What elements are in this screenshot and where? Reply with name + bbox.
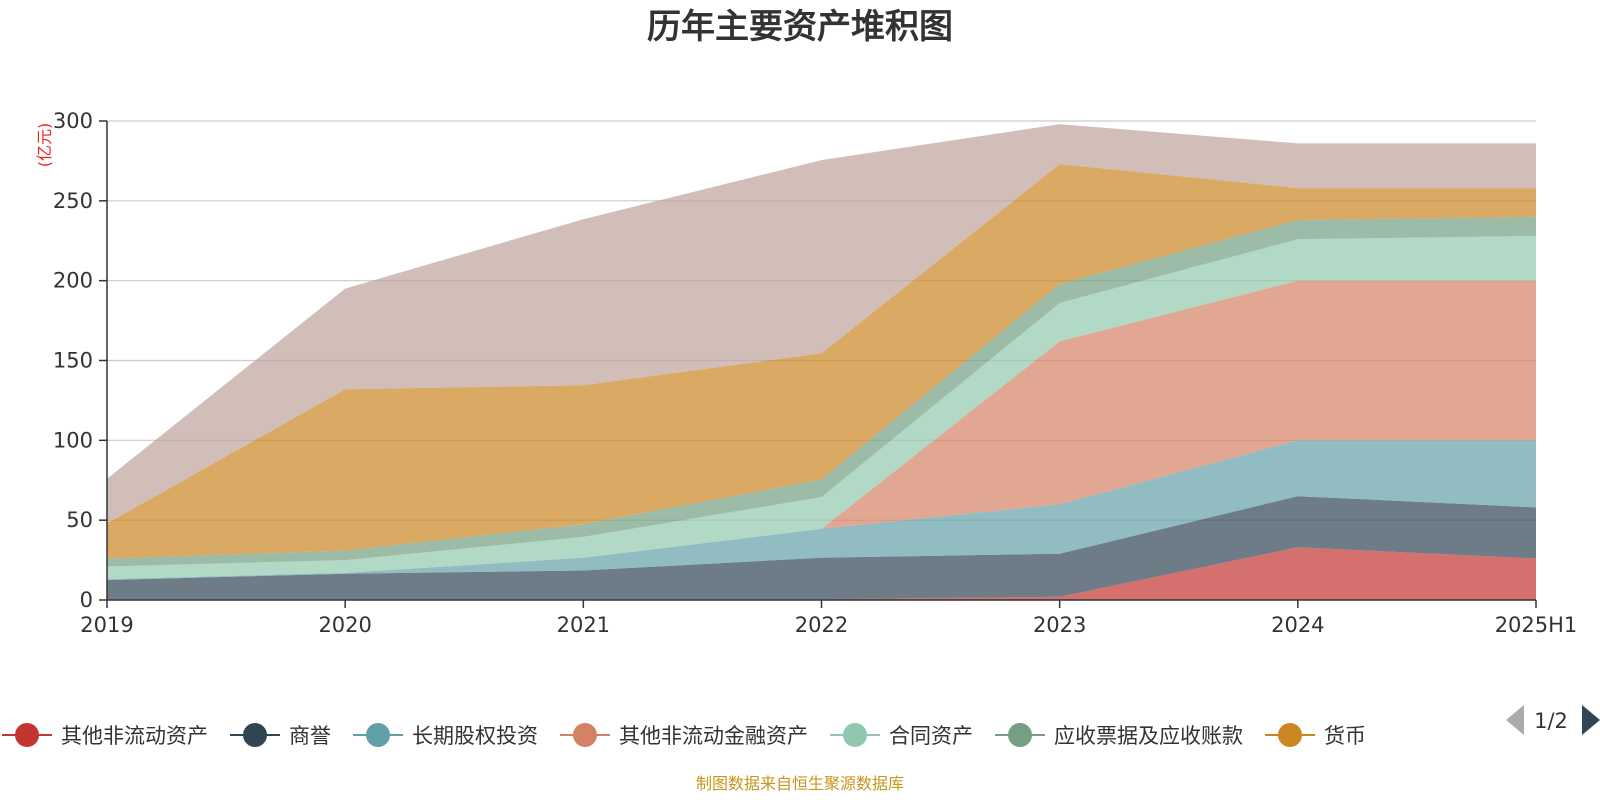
y-tick-label-4: 200 [53, 269, 93, 293]
legend-item-2[interactable]: 长期股权投资 [353, 723, 538, 748]
x-tick-label-5: 2024 [1271, 613, 1324, 637]
legend-marker-6 [1278, 723, 1302, 747]
legend-item-1[interactable]: 商誉 [230, 723, 331, 748]
x-tick-label-2: 2021 [557, 613, 610, 637]
legend-marker-4 [843, 723, 867, 747]
legend-label-1: 商誉 [289, 724, 331, 748]
data-source-note: 制图数据来自恒生聚源数据库 [696, 774, 904, 793]
y-axis-unit: (亿元) [35, 123, 54, 168]
x-axis-ticks: 2019 2020 2021 2022 2023 2024 2025H1 [80, 600, 1577, 637]
legend-item-3[interactable]: 其他非流动金融资产 [560, 723, 808, 748]
y-tick-label-3: 150 [53, 349, 93, 373]
legend-item-5[interactable]: 应收票据及应收账款 [995, 723, 1243, 748]
legend-next-arrow-icon[interactable] [1582, 705, 1600, 735]
x-tick-label-0: 2019 [80, 613, 133, 637]
legend-marker-3 [573, 723, 597, 747]
legend-prev-arrow-icon[interactable] [1506, 705, 1524, 735]
legend-label-2: 长期股权投资 [412, 724, 538, 748]
legend-label-5: 应收票据及应收账款 [1054, 724, 1243, 748]
area-series-6 [107, 164, 1536, 559]
y-tick-label-6: 300 [53, 109, 93, 133]
x-tick-label-4: 2023 [1033, 613, 1086, 637]
area-series-2 [107, 440, 1536, 580]
y-tick-label-5: 250 [53, 189, 93, 213]
legend-label-3: 其他非流动金融资产 [619, 724, 808, 748]
y-tick-label-1: 50 [66, 508, 93, 532]
legend-label-6: 货币 [1324, 724, 1366, 748]
x-tick-label-1: 2020 [318, 613, 371, 637]
legend-marker-5 [1008, 723, 1032, 747]
legend-label-0: 其他非流动资产 [61, 724, 208, 748]
y-tick-label-2: 100 [53, 428, 93, 452]
area-series-0 [107, 547, 1536, 600]
legend-page-indicator: 1/2 [1534, 709, 1568, 733]
y-axis-ticks: 0 50 100 150 200 250 300 [53, 109, 107, 612]
legend-item-6[interactable]: 货币 [1265, 723, 1366, 748]
area-series [107, 124, 1536, 600]
legend: 其他非流动资产 商誉 长期股权投资 其他非流动金融资产 合同资产 应收票据及应收账款 货币 [2, 723, 1366, 748]
legend-item-0[interactable]: 其他非流动资产 [2, 723, 208, 748]
legend-marker-1 [243, 723, 267, 747]
chart-title: 历年主要资产堆积图 [647, 7, 953, 47]
x-tick-label-6: 2025H1 [1495, 613, 1578, 637]
area-series-4 [107, 236, 1536, 580]
x-tick-label-3: 2022 [795, 613, 848, 637]
legend-pager: 1/2 [1506, 705, 1600, 735]
legend-marker-2 [366, 723, 390, 747]
legend-item-4[interactable]: 合同资产 [830, 723, 973, 748]
legend-marker-0 [15, 723, 39, 747]
area-series-3 [107, 280, 1536, 580]
legend-label-4: 合同资产 [889, 724, 973, 748]
y-tick-label-0: 0 [80, 588, 93, 612]
area-series-5 [107, 216, 1536, 567]
area-series-1 [107, 496, 1536, 600]
area-series-7 [107, 124, 1536, 524]
